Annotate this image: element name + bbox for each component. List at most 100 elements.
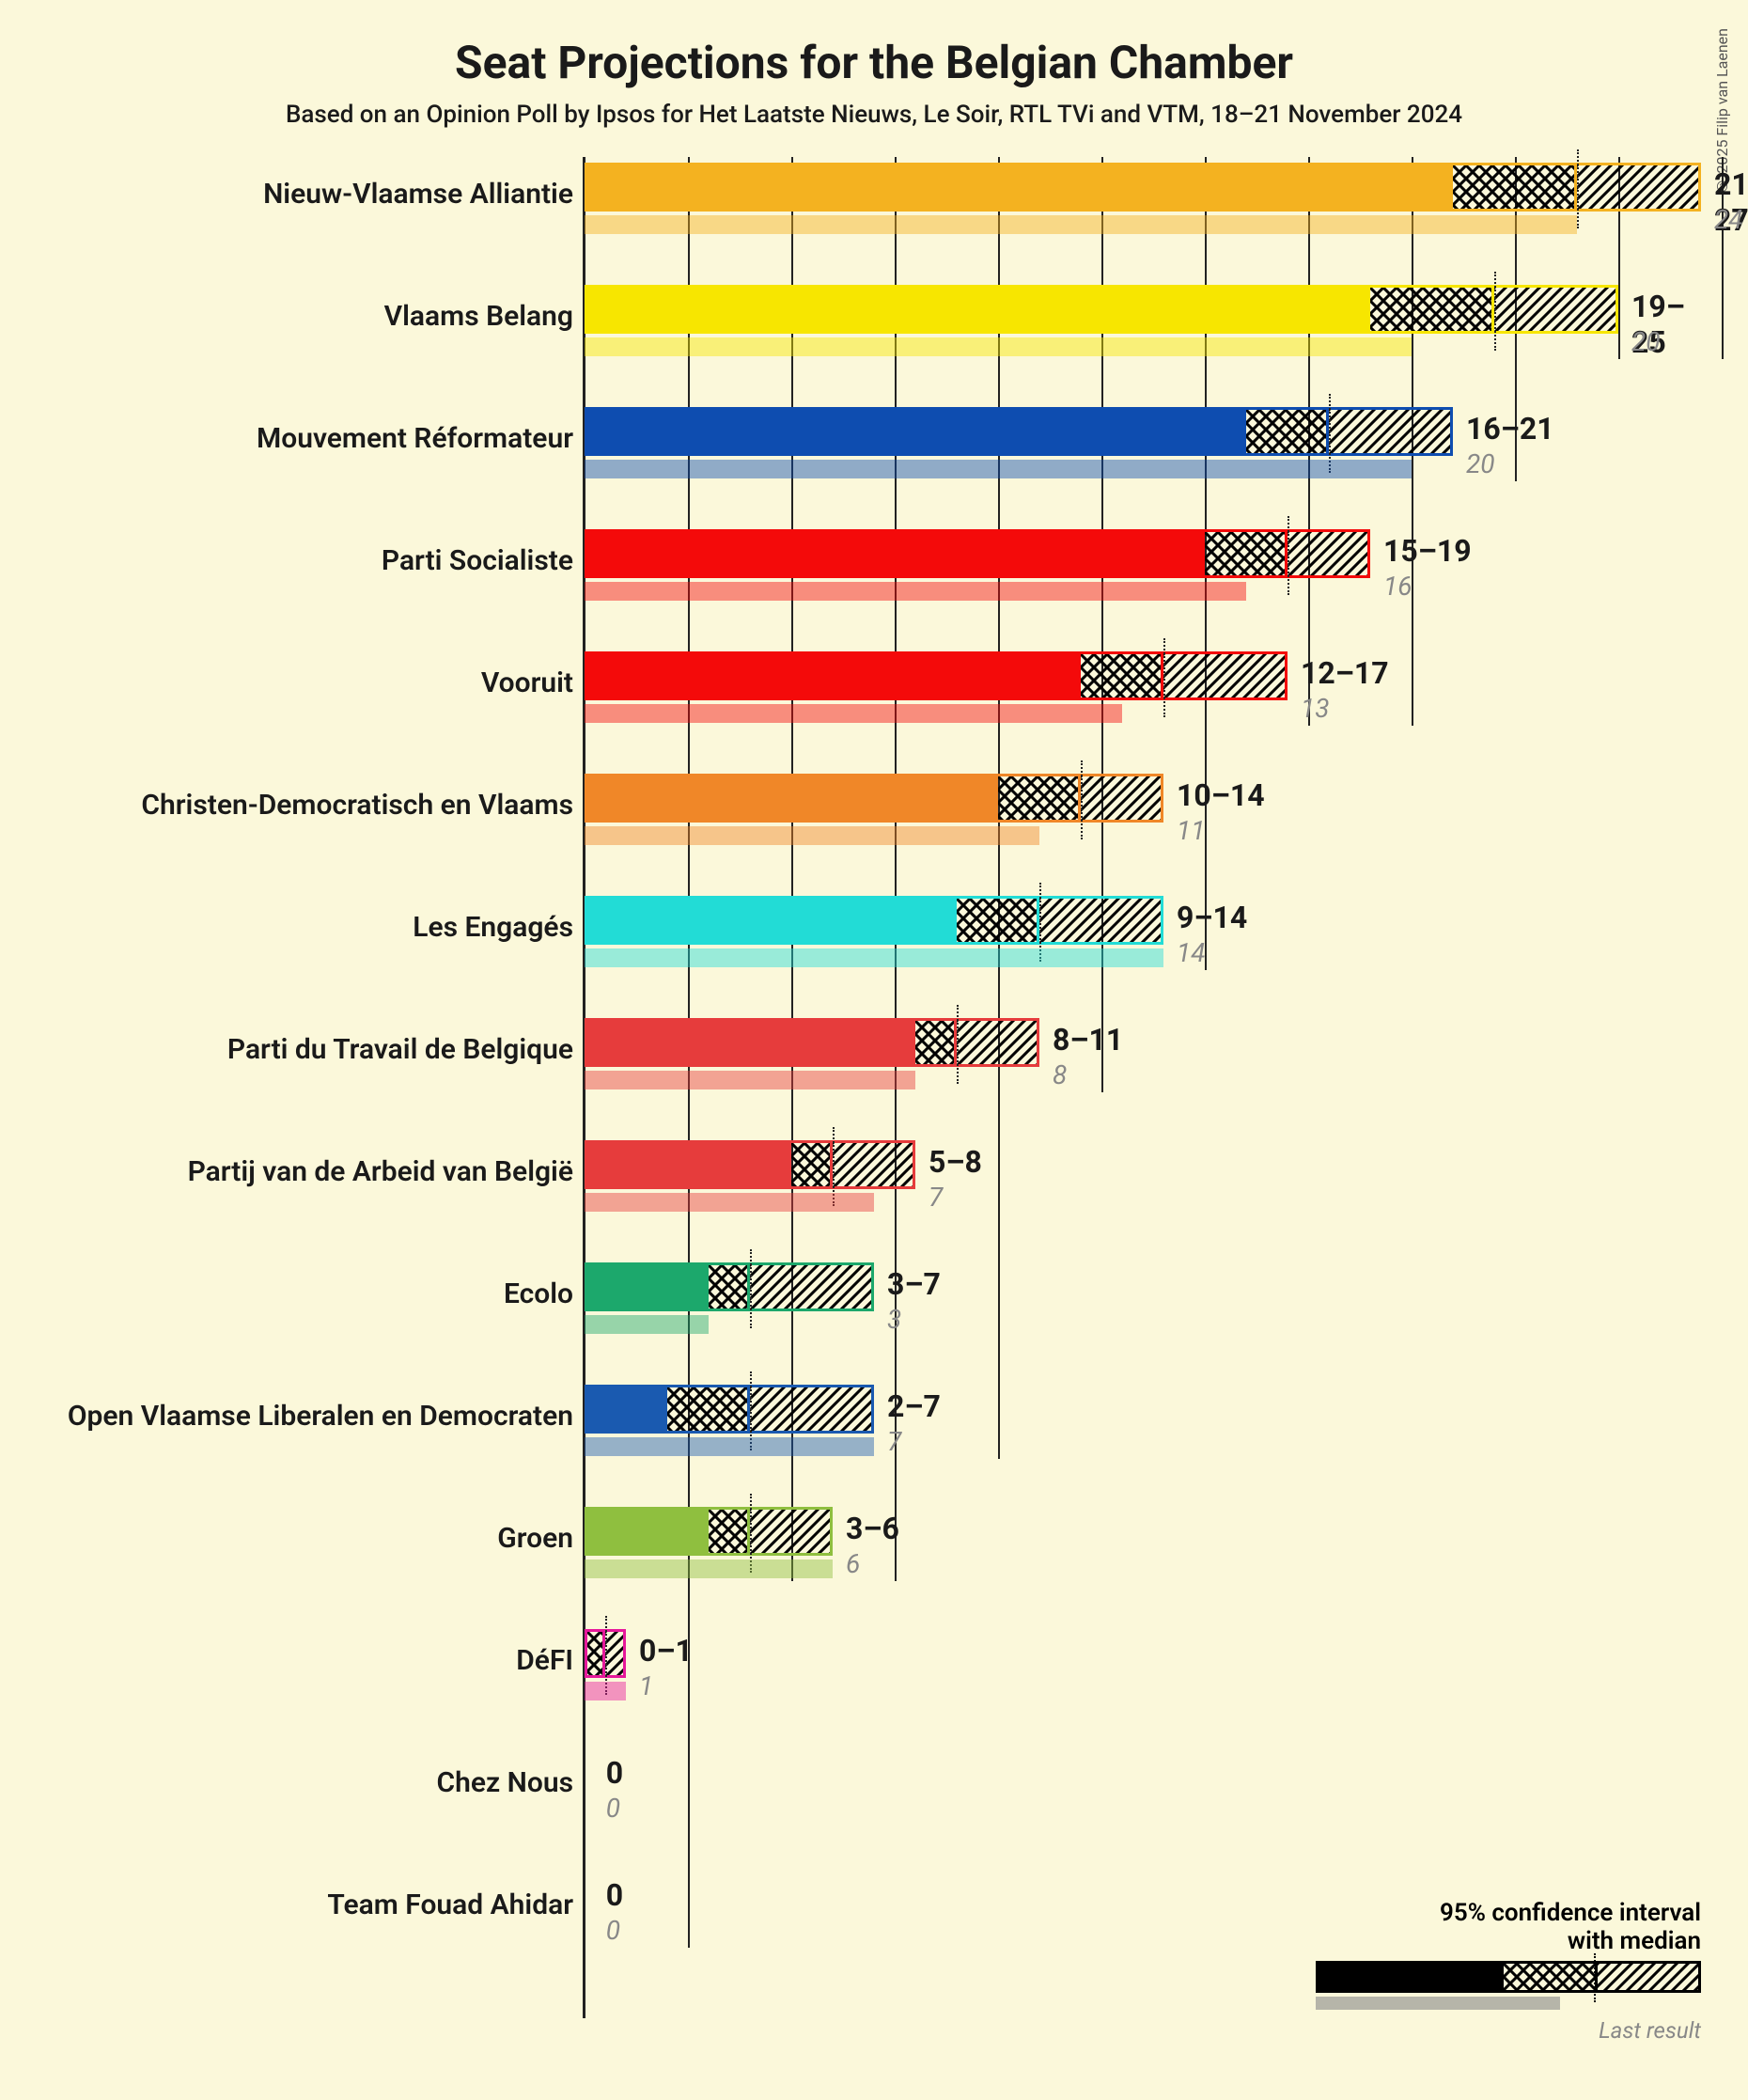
party-label: Vlaams Belang bbox=[384, 300, 573, 333]
chart-area: Nieuw-Vlaamse Alliantie21–2724Vlaams Bel… bbox=[75, 157, 1673, 2018]
bar-solid bbox=[585, 1262, 709, 1311]
party-row: Chez Nous00 bbox=[75, 1746, 1673, 1868]
party-label: Christen-Democratisch en Vlaams bbox=[141, 789, 573, 822]
party-row: Christen-Democratisch en Vlaams 10–1411 bbox=[75, 768, 1673, 890]
value-label: 0–1 bbox=[639, 1633, 693, 1669]
bar-crosshatch bbox=[1370, 285, 1494, 334]
bar-diagonal bbox=[1494, 285, 1618, 334]
last-value-label: 6 bbox=[846, 1548, 860, 1579]
legend-solid bbox=[1316, 1961, 1504, 1993]
chart-title: Seat Projections for the Belgian Chamber bbox=[0, 0, 1748, 89]
bar-diagonal bbox=[605, 1629, 626, 1678]
bar-crosshatch bbox=[791, 1140, 833, 1189]
bar-diagonal bbox=[1577, 163, 1701, 212]
bar-solid bbox=[585, 163, 1453, 212]
legend-line1: 95% confidence interval bbox=[1316, 1899, 1710, 1927]
bar-last-result bbox=[585, 704, 1122, 723]
bar-solid bbox=[585, 651, 1081, 700]
value-label: 0 bbox=[606, 1877, 623, 1913]
chart-subtitle: Based on an Opinion Poll by Ipsos for He… bbox=[0, 89, 1748, 157]
party-row: Partij van de Arbeid van België 5–87 bbox=[75, 1135, 1673, 1257]
legend: 95% confidence interval with median Last… bbox=[1316, 1899, 1710, 2044]
value-label: 12–17 bbox=[1301, 655, 1389, 691]
bar-diagonal bbox=[1081, 774, 1163, 823]
party-label: Parti du Travail de Belgique bbox=[227, 1033, 573, 1066]
last-value-label: 13 bbox=[1301, 693, 1330, 724]
legend-median-tick bbox=[1594, 1953, 1596, 2002]
last-value-label: 20 bbox=[1631, 326, 1661, 357]
chart-rows: Nieuw-Vlaamse Alliantie21–2724Vlaams Bel… bbox=[75, 157, 1673, 1990]
party-row: Ecolo3–73 bbox=[75, 1257, 1673, 1379]
last-value-label: 1 bbox=[639, 1670, 653, 1701]
median-tick bbox=[1288, 516, 1289, 595]
last-value-label: 24 bbox=[1714, 204, 1743, 235]
bar-crosshatch bbox=[1205, 529, 1288, 578]
bar-last-result bbox=[585, 582, 1246, 601]
party-row: Parti du Travail de Belgique 8–118 bbox=[75, 1012, 1673, 1135]
party-row: Parti Socialiste15–1916 bbox=[75, 524, 1673, 646]
bar-crosshatch bbox=[915, 1018, 957, 1067]
bar-last-result bbox=[585, 1193, 874, 1212]
value-label: 8–11 bbox=[1053, 1022, 1123, 1058]
bar-solid bbox=[585, 1385, 667, 1434]
party-row: Groen 3–66 bbox=[75, 1501, 1673, 1623]
last-value-label: 3 bbox=[887, 1304, 901, 1335]
bar-crosshatch bbox=[709, 1507, 750, 1556]
party-label: Open Vlaamse Liberalen en Democraten bbox=[68, 1400, 573, 1433]
value-label: 15–19 bbox=[1383, 533, 1472, 569]
bar-diagonal bbox=[1039, 896, 1163, 945]
bar-diagonal bbox=[1288, 529, 1370, 578]
bar-solid bbox=[585, 1018, 915, 1067]
value-label: 0 bbox=[606, 1755, 623, 1791]
value-label: 16–21 bbox=[1466, 411, 1554, 447]
legend-crosshatch bbox=[1504, 1961, 1598, 1993]
bar-solid bbox=[585, 285, 1370, 334]
party-row: Nieuw-Vlaamse Alliantie21–2724 bbox=[75, 157, 1673, 279]
value-label: 5–8 bbox=[929, 1144, 982, 1180]
bar-solid bbox=[585, 1140, 791, 1189]
legend-last-bar bbox=[1316, 1997, 1560, 2010]
party-row: Les Engagés9–1414 bbox=[75, 890, 1673, 1012]
last-value-label: 8 bbox=[1053, 1059, 1067, 1090]
last-value-label: 0 bbox=[606, 1793, 620, 1824]
bar-last-result bbox=[585, 1315, 709, 1334]
party-row: Vooruit 12–1713 bbox=[75, 646, 1673, 768]
bar-last-result bbox=[585, 460, 1412, 478]
bar-last-result bbox=[585, 1437, 874, 1456]
party-row: Vlaams Belang19–2520 bbox=[75, 279, 1673, 401]
party-label: Partij van de Arbeid van België bbox=[188, 1155, 573, 1188]
bar-crosshatch bbox=[667, 1385, 750, 1434]
median-tick bbox=[1081, 760, 1083, 839]
value-label: 2–7 bbox=[887, 1388, 941, 1424]
bar-diagonal bbox=[1163, 651, 1288, 700]
party-label: Les Engagés bbox=[413, 911, 573, 944]
bar-last-result bbox=[585, 826, 1039, 845]
party-row: DéFI 0–11 bbox=[75, 1623, 1673, 1746]
party-row: Open Vlaamse Liberalen en Democraten2–77 bbox=[75, 1379, 1673, 1501]
last-value-label: 0 bbox=[606, 1915, 620, 1946]
party-label: Groen bbox=[497, 1522, 573, 1555]
party-label: Team Fouad Ahidar bbox=[327, 1888, 573, 1921]
last-value-label: 20 bbox=[1466, 448, 1495, 479]
party-label: DéFI bbox=[516, 1644, 573, 1677]
value-label: 10–14 bbox=[1177, 777, 1265, 813]
bar-last-result bbox=[585, 337, 1412, 356]
bar-solid bbox=[585, 1507, 709, 1556]
value-label: 3–6 bbox=[846, 1511, 899, 1546]
value-label: 9–14 bbox=[1177, 900, 1247, 935]
last-value-label: 16 bbox=[1383, 571, 1412, 602]
bar-crosshatch bbox=[1246, 407, 1329, 456]
bar-last-result bbox=[585, 215, 1577, 234]
last-value-label: 7 bbox=[929, 1182, 943, 1213]
last-value-label: 11 bbox=[1177, 815, 1206, 846]
median-tick bbox=[1163, 638, 1165, 717]
median-tick bbox=[957, 1005, 959, 1084]
bar-crosshatch bbox=[709, 1262, 750, 1311]
bar-solid bbox=[585, 774, 998, 823]
party-label: Ecolo bbox=[504, 1277, 573, 1310]
legend-line2: with median bbox=[1316, 1927, 1710, 1961]
party-label: Vooruit bbox=[481, 666, 573, 699]
bar-crosshatch bbox=[998, 774, 1081, 823]
bar-diagonal bbox=[750, 1507, 833, 1556]
median-tick bbox=[1494, 272, 1496, 351]
